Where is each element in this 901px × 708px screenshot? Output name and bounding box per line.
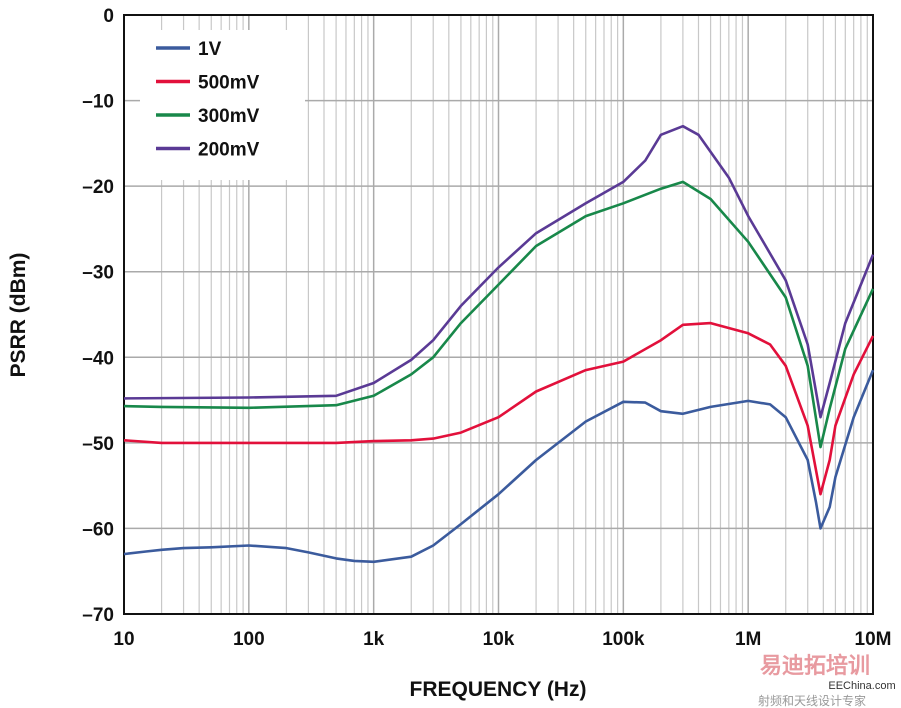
watermark-subtitle: 射频和天线设计专家 [758, 693, 866, 708]
plot-frame [123, 14, 874, 615]
legend-label: 200mV [198, 140, 260, 161]
watermark: 易迪拓培训 EEChina.com 射频和天线设计专家 [758, 653, 896, 708]
x-tick-label: 100k [602, 629, 645, 650]
x-axis-label: FREQUENCY (Hz) [410, 678, 587, 701]
y-axis-label: PSRR (dBm) [7, 253, 30, 378]
series-line-200mV [123, 124, 875, 419]
x-tick-label: 1k [363, 629, 385, 650]
legend-label: 300mV [198, 106, 260, 127]
legend-label: 500mV [198, 73, 260, 94]
x-tick-label: 10M [855, 629, 892, 650]
watermark-site: EEChina.com [828, 680, 895, 692]
y-tick-label: 0 [103, 6, 114, 27]
y-tick-label: –60 [82, 519, 114, 540]
y-tick-label: –10 [82, 92, 114, 113]
legend: 1V 500mV 300mV 200mV [140, 30, 305, 180]
y-tick-label: –50 [82, 434, 114, 455]
legend-box [140, 30, 305, 180]
x-tick-label: 10 [113, 629, 134, 650]
series-lines [123, 124, 875, 564]
y-tick-label: –30 [82, 263, 114, 284]
x-tick-label: 1M [735, 629, 761, 650]
watermark-title: 易迪拓培训 [760, 653, 870, 678]
y-tick-label: –40 [82, 348, 114, 369]
legend-label: 1V [198, 39, 222, 60]
tick-labels: 10 100 1k 10k 100k 1M 10M 0 –10 –20 –30 –40 –50 –60 –7… [82, 6, 891, 650]
x-tick-label: 10k [483, 629, 515, 650]
y-tick-label: –70 [82, 605, 114, 626]
series-line-500mV [123, 321, 875, 496]
series-line-1V [123, 369, 875, 564]
x-tick-label: 100 [233, 629, 265, 650]
series-line-300mV [123, 180, 875, 449]
y-tick-label: –20 [82, 177, 114, 198]
